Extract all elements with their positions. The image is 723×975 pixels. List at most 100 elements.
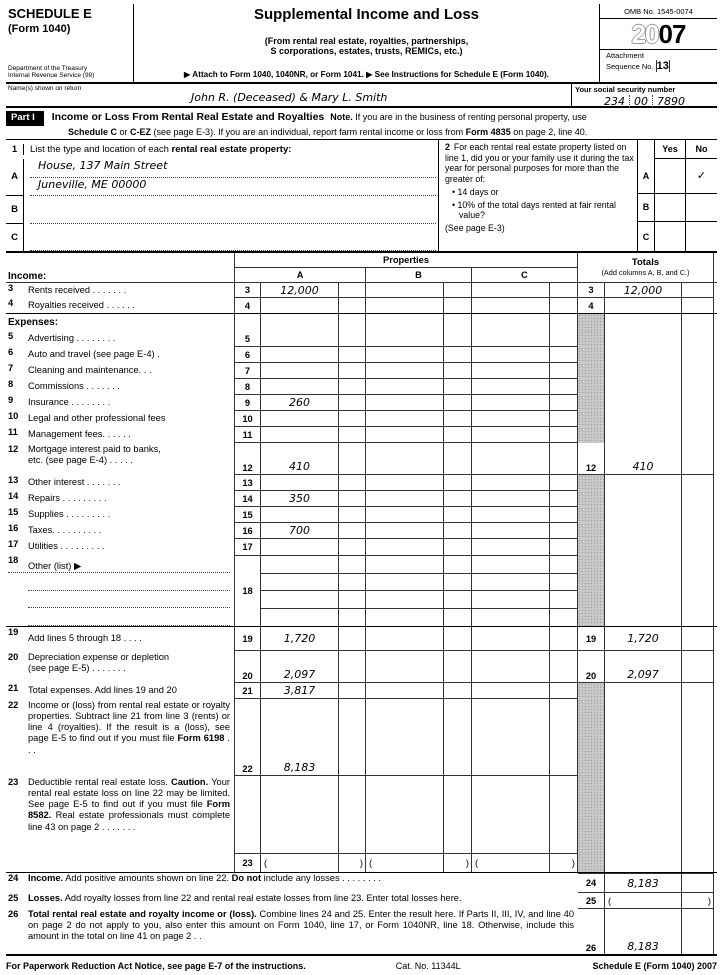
property-c-line[interactable]	[30, 231, 436, 251]
field-4-total[interactable]	[605, 298, 682, 313]
field-23b[interactable]: (	[366, 853, 444, 872]
field-19c[interactable]	[472, 627, 550, 651]
field-20-total[interactable]: 2,097	[605, 651, 682, 683]
field-6a[interactable]	[261, 347, 339, 363]
field-12a[interactable]: 410	[261, 443, 339, 475]
field-3-total[interactable]: 12,000	[605, 283, 682, 298]
field-14c[interactable]	[472, 491, 550, 507]
field-23c[interactable]: (	[472, 853, 550, 872]
field-19b[interactable]	[366, 627, 444, 651]
field-6b[interactable]	[366, 347, 444, 363]
field-7b[interactable]	[366, 363, 444, 379]
line1-label: List the type and location of each renta…	[30, 143, 292, 155]
field-10a[interactable]	[261, 411, 339, 427]
field-21a[interactable]: 3,817	[261, 683, 339, 699]
field-4b[interactable]	[366, 298, 444, 313]
checkbox-c-yes[interactable]	[654, 222, 685, 251]
field-13a[interactable]	[261, 475, 339, 491]
checkbox-a-no[interactable]: ✓	[685, 159, 717, 194]
field-3b[interactable]	[366, 283, 444, 298]
field-5a[interactable]	[261, 331, 339, 347]
field-17a[interactable]	[261, 539, 339, 555]
field-7c[interactable]	[472, 363, 550, 379]
field-17c[interactable]	[472, 539, 550, 555]
name-ssn-row: Name(s) shown on return John R. (Decease…	[6, 84, 717, 108]
yes-no-table: Yes No A ✓ B C	[637, 140, 717, 251]
field-3a[interactable]: 12,000	[261, 283, 339, 298]
field-25-total[interactable]: (	[605, 893, 682, 909]
field-16b[interactable]	[366, 523, 444, 539]
field-22c[interactable]	[472, 699, 550, 776]
field-9a[interactable]: 260	[261, 395, 339, 411]
table-column-headers: Income: Properties A B C Totals (Add col…	[6, 253, 717, 283]
field-14a[interactable]: 350	[261, 491, 339, 507]
field-16c[interactable]	[472, 523, 550, 539]
checkbox-b-no[interactable]	[685, 193, 717, 223]
property-a-line2[interactable]: Juneville, ME 00000	[30, 178, 436, 196]
field-4a[interactable]	[261, 298, 339, 313]
ssn-field[interactable]: 234 00 7890	[604, 95, 685, 108]
field-20c[interactable]	[472, 651, 550, 683]
field-12b[interactable]	[366, 443, 444, 475]
field-17b[interactable]	[366, 539, 444, 555]
field-15b[interactable]	[366, 507, 444, 523]
field-12c[interactable]	[472, 443, 550, 475]
field-10c[interactable]	[472, 411, 550, 427]
personal-use-question: 2 For each rental real estate property li…	[439, 140, 717, 251]
other-list-line[interactable]	[28, 573, 230, 591]
checkbox-a-yes[interactable]	[654, 159, 685, 194]
field-22a[interactable]: 8,183	[261, 699, 339, 776]
field-16a[interactable]: 700	[261, 523, 339, 539]
field-11a[interactable]	[261, 427, 339, 443]
field-9c[interactable]	[472, 395, 550, 411]
omb-number: OMB No. 1545-0074	[600, 4, 717, 19]
field-23a[interactable]: (	[261, 853, 339, 872]
field-21b[interactable]	[366, 683, 444, 699]
table-row: 3 Rents received . . . . . . . 3 12,000 3…	[6, 283, 717, 298]
other-list-line[interactable]	[28, 591, 230, 609]
property-a-line1[interactable]: House, 137 Main Street	[30, 159, 436, 178]
field-14b[interactable]	[366, 491, 444, 507]
property-letter-a: A	[6, 158, 24, 196]
totals-header: Totals (Add columns A, B, and C.)	[578, 253, 714, 282]
field-19a[interactable]: 1,720	[261, 627, 339, 651]
field-24-total[interactable]: 8,183	[605, 873, 682, 893]
field-7a[interactable]	[261, 363, 339, 379]
field-8a[interactable]	[261, 379, 339, 395]
property-letter-c: C	[6, 223, 24, 251]
field-22b[interactable]	[366, 699, 444, 776]
field-15a[interactable]	[261, 507, 339, 523]
field-19-total[interactable]: 1,720	[605, 627, 682, 651]
field-5c[interactable]	[472, 331, 550, 347]
name-field[interactable]: John R. (Deceased) & Mary L. Smith	[191, 91, 388, 104]
field-18b[interactable]	[366, 555, 444, 626]
field-10b[interactable]	[366, 411, 444, 427]
form-title-block: Supplemental Income and Loss (From renta…	[134, 4, 599, 82]
checkbox-c-no[interactable]	[685, 222, 717, 251]
field-5b[interactable]	[366, 331, 444, 347]
ssn-field-area: Your social security number 234 00 7890	[571, 84, 717, 108]
property-b-line[interactable]	[30, 202, 436, 224]
field-4c[interactable]	[472, 298, 550, 313]
field-13c[interactable]	[472, 475, 550, 491]
field-15c[interactable]	[472, 507, 550, 523]
field-18c[interactable]	[472, 555, 550, 626]
field-18a[interactable]	[261, 555, 339, 626]
field-8b[interactable]	[366, 379, 444, 395]
field-6c[interactable]	[472, 347, 550, 363]
field-20a[interactable]: 2,097	[261, 651, 339, 683]
other-list-line[interactable]	[28, 608, 230, 626]
field-13b[interactable]	[366, 475, 444, 491]
field-26-total[interactable]: 8,183	[605, 909, 682, 954]
field-8c[interactable]	[472, 379, 550, 395]
field-11b[interactable]	[366, 427, 444, 443]
field-3c[interactable]	[472, 283, 550, 298]
property-row-c: C	[6, 223, 438, 251]
field-21c[interactable]	[472, 683, 550, 699]
yn-row-label-c: C	[637, 222, 654, 251]
field-11c[interactable]	[472, 427, 550, 443]
field-9b[interactable]	[366, 395, 444, 411]
field-12-total[interactable]: 410	[605, 443, 682, 475]
checkbox-b-yes[interactable]	[654, 193, 685, 223]
field-20b[interactable]	[366, 651, 444, 683]
